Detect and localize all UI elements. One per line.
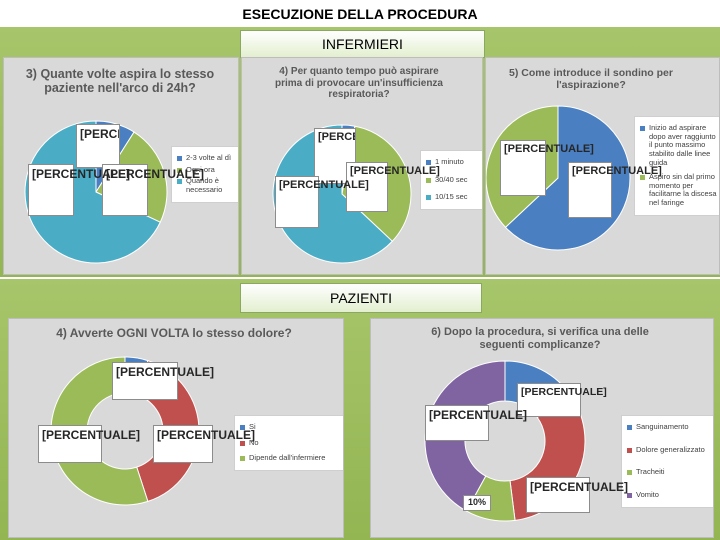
legend-swatch [240, 425, 245, 430]
legend-swatch [640, 126, 645, 131]
legend-item: 10/15 sec [426, 193, 478, 202]
legend-label: Tracheiti [636, 467, 665, 477]
legend-item: Si [240, 422, 340, 432]
legend-swatch [627, 492, 632, 498]
data-label-q3-1: [PERCENTUALE] [76, 124, 120, 168]
legend-label: Sanguinamento [636, 422, 689, 431]
legend-label: Dolore generalizzato [636, 444, 705, 454]
data-label-q5-1: [PERCENTUALE] [568, 162, 662, 218]
legend-swatch [426, 177, 431, 183]
data-label-q6-1: [PERCENTUALE] [517, 383, 607, 417]
data-label-q4-nurses-2: [PERCENTUALE] [346, 162, 440, 212]
section-label-nurses: INFERMIERI [240, 30, 485, 58]
chart-panel-q3: 3) Quante volte aspira lo stesso pazient… [3, 57, 239, 275]
legend-item: Aspiro sin dal primo momento per facilit… [640, 172, 718, 208]
legend-item: Dipende dall'infermiere [240, 454, 340, 463]
legend-label: 2-3 volte al dì [186, 153, 232, 162]
page-title: ESECUZIONE DELLA PROCEDURA [242, 6, 478, 22]
data-label-q4-nurses-3: [PERCENTUALE] [275, 176, 369, 228]
legend-label: No [249, 437, 259, 447]
legend-swatch [426, 195, 431, 201]
chart-title-q4-nurses: 4) Per quanto tempo può aspirare prima d… [275, 66, 443, 100]
legend-label: 10/15 sec [435, 192, 468, 202]
legend-label: 1 minuto [435, 157, 464, 166]
chart-panel-q5: 5) Come introduce il sondino per l'aspir… [485, 57, 720, 275]
legend-label: Quando è necessario [186, 176, 223, 194]
legend-swatch [627, 425, 632, 430]
legend-q3: 2-3 volte al dì Ogni ora Quando è necess… [171, 146, 238, 203]
legend-label: Si [249, 422, 256, 431]
legend-swatch [640, 175, 645, 181]
legend-q4-patients: Si No Dipende dall'infermiere [234, 415, 343, 471]
legend-q5: Inizio ad aspirare dopo aver raggiunto i… [634, 116, 719, 216]
data-label-q6-4: [PERCENTUALE] [425, 405, 527, 441]
legend-label: Aspiro sin dal primo momento per facilit… [649, 172, 717, 207]
legend-item: 2-3 volte al dì [177, 153, 235, 163]
legend-q6: Sanguinamento Dolore generalizzato Trach… [621, 415, 713, 508]
legend-item: Sanguinamento [627, 422, 712, 432]
legend-item: Ogni ora [177, 164, 235, 175]
legend-swatch [177, 156, 182, 161]
data-label-q4-patients-1: [PERCENTUALE] [112, 362, 214, 400]
legend-label: Inizio ad aspirare dopo aver raggiunto i… [649, 123, 716, 167]
data-label-q4-patients-3: [PERCENTUALE] [38, 425, 140, 463]
legend-item: Inizio ad aspirare dopo aver raggiunto i… [640, 123, 718, 167]
chart-panel-q4-nurses: 4) Per quanto tempo può aspirare prima d… [241, 57, 483, 275]
legend-item: 1 minuto [426, 157, 478, 167]
legend-item: Quando è necessario [177, 176, 235, 194]
data-label-q5-2: [PERCENTUALE] [500, 140, 594, 196]
legend-item: No [240, 437, 340, 448]
legend-item: Dolore generalizzato [627, 444, 712, 455]
data-label-q3-2: [PERCENTUALE] [102, 164, 204, 216]
legend-swatch [177, 167, 182, 173]
legend-label: 30/40 sec [435, 174, 468, 184]
legend-swatch [240, 456, 245, 462]
chart-title-q6: 6) Dopo la procedura, si verifica una de… [431, 326, 649, 351]
legend-swatch [426, 160, 431, 165]
legend-swatch [240, 440, 245, 446]
legend-label: Vomito [636, 489, 659, 499]
data-label-q6-3: 10% [463, 495, 491, 511]
legend-item: Vomito [627, 489, 712, 500]
data-label-q4-patients-2: [PERCENTUALE] [153, 425, 255, 463]
legend-q4-nurses: 1 minuto 30/40 sec 10/15 sec [420, 150, 482, 210]
chart-title-q3: 3) Quante volte aspira lo stesso pazient… [25, 67, 215, 96]
legend-item: 30/40 sec [426, 174, 478, 185]
legend-swatch [627, 447, 632, 453]
slice-q3-3 [24, 120, 161, 264]
data-label-q3-3: [PERCENTUALE] [28, 164, 130, 216]
chart-title-q5: 5) Come introduce il sondino per l'aspir… [509, 67, 673, 92]
chart-title-q4-patients: 4) Avverte OGNI VOLTA lo stesso dolore? [56, 326, 292, 340]
legend-label: Ogni ora [186, 164, 215, 174]
data-label-q6-2: [PERCENTUALE] [526, 477, 628, 513]
legend-item: Tracheiti [627, 468, 712, 477]
chart-panel-q4-patients: 4) Avverte OGNI VOLTA lo stesso dolore? … [8, 318, 344, 538]
chart-panel-q6: 6) Dopo la procedura, si verifica una de… [370, 318, 714, 538]
legend-swatch [177, 179, 182, 185]
legend-label: Dipende dall'infermiere [249, 453, 326, 463]
section-label-patients: PAZIENTI [240, 283, 482, 313]
legend-swatch [627, 470, 632, 476]
